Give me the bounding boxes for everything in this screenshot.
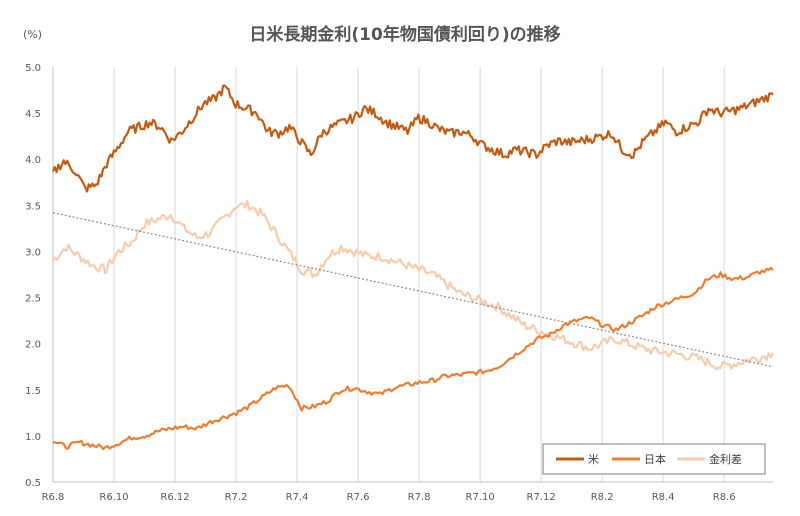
y-tick-label: 3.5 <box>25 201 41 212</box>
series-lines <box>51 84 774 451</box>
legend-label: 日本 <box>644 452 666 466</box>
x-tick-label: R7.12 <box>527 492 556 503</box>
y-tick-label: 4.0 <box>25 155 41 166</box>
series-line-japan <box>52 266 774 451</box>
y-tick-label: 5.0 <box>25 63 41 74</box>
x-tick-label: R8.6 <box>713 492 736 503</box>
y-tick-label: 1.5 <box>25 386 41 397</box>
trendline <box>52 212 774 368</box>
y-tick-label: 2.5 <box>25 294 41 305</box>
x-tick-label: R6.10 <box>99 492 128 503</box>
y-tick-labels: 5.0 4.5 4.0 3.5 3.0 2.5 2.0 1.5 1.0 0.5 <box>25 63 41 489</box>
legend: 米 日本 金利差 <box>542 443 766 475</box>
legend-label: 米 <box>588 453 599 466</box>
y-tick-label: 0.5 <box>25 478 41 489</box>
x-tick-labels: R6.8 R6.10 R6.12 R7.2 R7.4 R7.6 R7.8 R7.10 R7.12… <box>42 492 736 503</box>
x-tick-label: R7.8 <box>408 492 431 503</box>
x-tick-label: R7.10 <box>466 492 495 503</box>
x-tick-label: R6.8 <box>42 492 65 503</box>
x-tick-label: R7.4 <box>286 492 309 503</box>
legend-label: 金利差 <box>709 452 742 466</box>
x-tick-label: R6.12 <box>160 492 189 503</box>
axes <box>52 67 773 483</box>
y-tick-label: 4.5 <box>25 109 41 120</box>
y-tick-label: 3.0 <box>25 247 41 258</box>
x-tick-label: R7.6 <box>347 492 370 503</box>
x-tick-label: R8.2 <box>591 492 614 503</box>
chart-title: 日米長期金利(10年物国債利回り)の推移 <box>249 24 560 45</box>
x-tick-label: R8.4 <box>652 492 675 503</box>
y-tick-label: 2.0 <box>25 340 41 351</box>
y-unit-label: (%) <box>23 28 42 41</box>
x-tick-label: R7.2 <box>225 492 248 503</box>
y-tick-label: 1.0 <box>25 432 41 443</box>
gridlines <box>113 67 725 482</box>
series-line-us <box>51 84 774 193</box>
series-line-spread <box>52 200 774 371</box>
